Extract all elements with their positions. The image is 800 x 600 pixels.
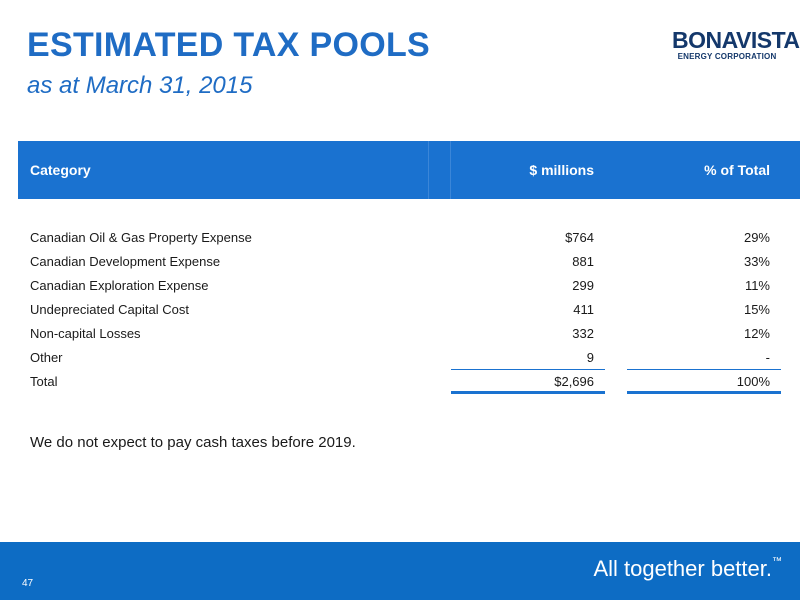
subtotal-rule (451, 369, 605, 370)
row-millions: 411 (573, 302, 594, 317)
trademark-symbol: ™ (772, 556, 782, 567)
row-category: Canadian Development Expense (30, 254, 221, 269)
row-category: Undepreciated Capital Cost (30, 302, 189, 317)
total-row: Total $2,696 100% (30, 370, 770, 394)
row-percent: 33% (743, 254, 770, 269)
row-category: Canadian Oil & Gas Property Expense (30, 230, 252, 245)
table-row: Undepreciated Capital Cost 411 15% (30, 298, 770, 322)
tagline-text: All together better. (593, 556, 772, 581)
total-label: Total (30, 374, 58, 389)
header-category: Category (30, 162, 91, 178)
total-percent: 100% (736, 374, 770, 389)
row-percent: 12% (743, 326, 770, 341)
row-millions: 332 (572, 326, 594, 341)
row-millions: 9 (586, 350, 594, 365)
row-millions: 881 (572, 254, 594, 269)
page-number: 47 (22, 578, 34, 589)
table-row: Non-capital Losses 332 12% (30, 322, 770, 346)
table-row: Other 9 - (30, 346, 770, 370)
company-logo: BONAVISTA ENERGY CORPORATION (672, 27, 800, 62)
row-millions: 299 (572, 278, 594, 293)
footer-bar: 47 All together better.™ (0, 542, 800, 600)
row-millions: $764 (565, 230, 594, 245)
header-divider (450, 141, 451, 199)
table-row: Canadian Development Expense 881 33% (30, 250, 770, 274)
table-body: Canadian Oil & Gas Property Expense $764… (30, 226, 770, 394)
row-category: Canadian Exploration Expense (30, 278, 209, 293)
row-percent: 11% (744, 278, 770, 293)
header-millions: $ millions (529, 162, 594, 178)
row-percent: 15% (743, 302, 770, 317)
total-rule (627, 391, 781, 394)
row-category: Other (30, 350, 63, 365)
row-percent: - (765, 350, 770, 365)
slide-subtitle: as at March 31, 2015 (27, 72, 253, 99)
slide-title: ESTIMATED TAX POOLS (27, 26, 431, 64)
tagline: All together better.™ (593, 556, 782, 582)
table-row: Canadian Exploration Expense 299 11% (30, 274, 770, 298)
table-row: Canadian Oil & Gas Property Expense $764… (30, 226, 770, 250)
total-millions: $2,696 (554, 374, 594, 389)
row-category: Non-capital Losses (30, 326, 141, 341)
tax-note: We do not expect to pay cash taxes befor… (30, 434, 356, 451)
table-header: Category $ millions % of Total (18, 141, 800, 199)
header-percent: % of Total (704, 162, 770, 178)
logo-subtitle: ENERGY CORPORATION (677, 52, 777, 61)
header-divider (428, 141, 429, 199)
logo-name: BONAVISTA (672, 27, 800, 53)
subtotal-rule (627, 369, 781, 370)
row-percent: 29% (743, 230, 770, 245)
total-rule (451, 391, 605, 394)
